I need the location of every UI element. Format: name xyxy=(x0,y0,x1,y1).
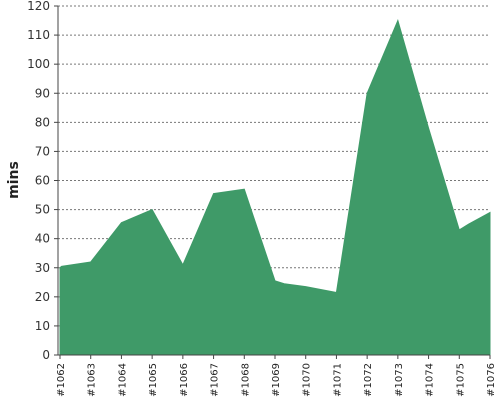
x-tick-label: #1062 xyxy=(56,363,67,397)
x-tick-label: #1067 xyxy=(210,363,221,397)
y-tick-label: 60 xyxy=(35,174,50,188)
x-tick-label: #1064 xyxy=(117,363,128,397)
y-tick-label: 120 xyxy=(27,0,50,13)
y-axis-label: mins xyxy=(6,161,22,199)
x-tick-label: #1068 xyxy=(240,363,251,397)
y-tick-label: 80 xyxy=(35,115,50,129)
x-tick-label: #1070 xyxy=(302,363,313,397)
y-tick-label: 90 xyxy=(35,86,50,100)
y-tick-label: 40 xyxy=(35,232,50,246)
x-tick-label: #1071 xyxy=(332,363,343,397)
x-tick-label: #1074 xyxy=(425,363,436,397)
y-tick-label: 70 xyxy=(35,144,50,158)
x-tick-label: #1065 xyxy=(148,363,159,397)
x-tick-label: #1072 xyxy=(363,363,374,397)
x-tick-label: #1073 xyxy=(394,363,405,397)
x-tick-label: #1066 xyxy=(179,363,190,397)
y-tick-label: 100 xyxy=(27,57,50,71)
area-series xyxy=(59,19,491,356)
y-tick-label: 0 xyxy=(42,348,50,362)
y-tick-label: 20 xyxy=(35,290,50,304)
y-tick-labels: 0 10 20 30 40 50 60 70 80 90 100 110 120 xyxy=(27,0,58,362)
x-tick-label: #1063 xyxy=(87,363,98,397)
y-tick-label: 10 xyxy=(35,319,50,333)
y-tick-label: 50 xyxy=(35,203,50,217)
x-tick-label: #1075 xyxy=(455,363,466,397)
x-tick-label: #1069 xyxy=(271,363,282,397)
y-tick-label: 30 xyxy=(35,261,50,275)
x-tick-labels: #1062 #1063 #1064 #1065 #1066 #1067 #1068 #1069… xyxy=(56,355,497,397)
area-fill xyxy=(59,19,491,356)
y-tick-label: 110 xyxy=(27,28,50,42)
x-tick-label: #1076 xyxy=(486,363,497,397)
